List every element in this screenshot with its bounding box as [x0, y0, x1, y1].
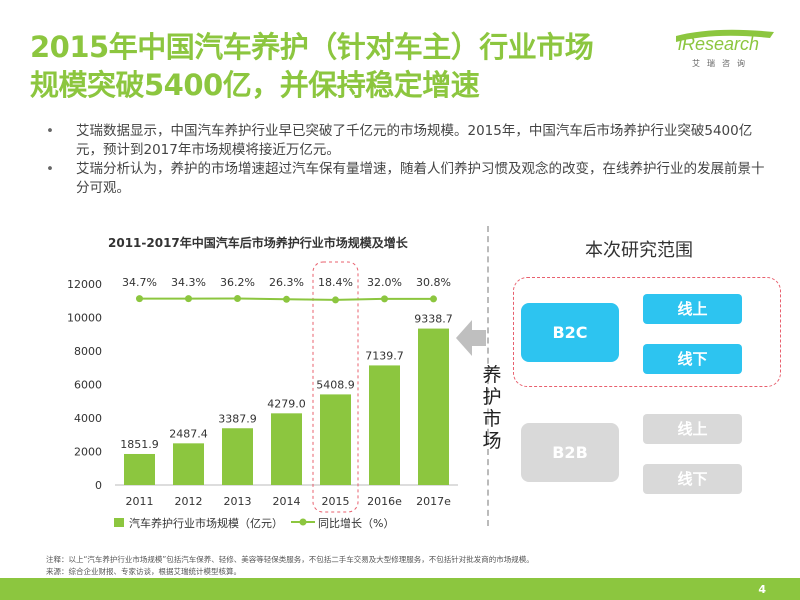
b2c-box: B2C: [521, 303, 619, 362]
bar-value-label: 4279.0: [267, 397, 306, 410]
growth-value-label: 34.3%: [171, 276, 206, 289]
market-label: 养护市场: [482, 364, 502, 452]
bar: [369, 365, 400, 485]
bullet-list: 艾瑞数据显示，中国汽车养护行业早已突破了千亿元的市场规模。2015年，中国汽车后…: [46, 122, 776, 198]
growth-point: [185, 295, 192, 303]
bar: [222, 428, 253, 485]
growth-point: [234, 295, 241, 303]
note-line-2: 来源：综合企业财报、专家访谈，根据艾瑞统计模型核算。: [46, 567, 241, 576]
x-tick-label: 2015: [322, 495, 350, 508]
growth-value-label: 34.7%: [122, 276, 157, 289]
bar-value-label: 9338.7: [414, 313, 453, 326]
bullet-1: 艾瑞数据显示，中国汽车养护行业早已突破了千亿元的市场规模。2015年，中国汽车后…: [46, 122, 776, 160]
bar-value-label: 5408.9: [316, 378, 355, 391]
x-tick-label: 2013: [224, 495, 252, 508]
growth-value-label: 18.4%: [318, 276, 353, 289]
growth-value-label: 26.3%: [269, 276, 304, 289]
bar: [124, 453, 155, 485]
footer-bar: [0, 578, 800, 600]
legend-line-marker: [299, 518, 307, 526]
growth-point: [283, 295, 290, 303]
growth-value-label: 30.8%: [416, 276, 451, 289]
x-tick-label: 2016e: [367, 495, 402, 508]
y-tick-label: 4000: [74, 412, 102, 425]
arrow-left-icon: [456, 320, 486, 356]
growth-point: [332, 296, 339, 304]
x-tick-label: 2011: [126, 495, 154, 508]
iresearch-logo: iResearch 艾瑞咨询: [672, 28, 782, 76]
note-line-1: 注释：以上“汽车养护行业市场规模”包括汽车保养、轻修、美容等轻保类服务，不包括二…: [46, 555, 534, 564]
logo-brand: iResearch: [678, 34, 760, 54]
highlight-box: [312, 261, 359, 513]
growth-point: [136, 295, 143, 303]
b2b-online: 线上: [643, 414, 742, 444]
bar-value-label: 1851.9: [120, 438, 159, 451]
bar: [418, 328, 449, 485]
bar: [271, 413, 302, 485]
scope-title: 本次研究范围: [585, 240, 693, 261]
divider: [487, 226, 489, 526]
bar-value-label: 2487.4: [169, 427, 208, 440]
logo-sub: 艾瑞咨询: [692, 59, 752, 68]
bar-value-label: 3387.9: [218, 412, 257, 425]
page-title: 2015年中国汽车养护（针对车主）行业市场 规模突破5400亿，并保持稳定增速: [30, 28, 670, 104]
bullet-2: 艾瑞分析认为，养护的市场增速超过汽车保有量增速，随着人们养护习惯及观念的改变，在…: [46, 160, 776, 198]
chart-title: 2011-2017年中国汽车后市场养护行业市场规模及增长: [108, 236, 408, 250]
logo-swoosh-icon: [676, 29, 774, 42]
y-tick-label: 10000: [67, 312, 102, 325]
page-number: 4: [758, 583, 766, 596]
growth-value-label: 36.2%: [220, 276, 255, 289]
growth-point: [381, 295, 388, 303]
y-tick-label: 12000: [67, 278, 102, 291]
bar: [320, 394, 351, 485]
y-tick-label: 6000: [74, 379, 102, 392]
legend-bar-label: 汽车养护行业市场规模（亿元）: [129, 516, 283, 530]
title-line-2: 规模突破5400亿，并保持稳定增速: [30, 68, 480, 102]
footnote: 注释：以上“汽车养护行业市场规模”包括汽车保养、轻修、美容等轻保类服务，不包括二…: [46, 554, 786, 578]
bar-value-label: 7139.7: [365, 349, 404, 362]
y-tick-label: 8000: [74, 345, 102, 358]
legend-line-label: 同比增长（%）: [318, 516, 394, 530]
x-tick-label: 2012: [175, 495, 203, 508]
scope-box: [513, 277, 781, 387]
y-tick-label: 2000: [74, 446, 102, 459]
b2c-online: 线上: [643, 294, 742, 324]
y-tick-label: 0: [95, 479, 102, 492]
b2b-box: B2B: [521, 423, 619, 482]
chart: 0 2000 4000 6000 8000 10000 12000 1851.9 2011 248…: [67, 261, 458, 530]
b2b-offline: 线下: [643, 464, 742, 494]
growth-value-label: 32.0%: [367, 276, 402, 289]
legend-bar-swatch: [114, 518, 124, 527]
growth-point: [430, 295, 437, 303]
x-tick-label: 2017e: [416, 495, 451, 508]
bar: [173, 443, 204, 485]
x-tick-label: 2014: [273, 495, 301, 508]
b2c-offline: 线下: [643, 344, 742, 374]
title-line-1: 2015年中国汽车养护（针对车主）行业市场: [30, 30, 594, 64]
